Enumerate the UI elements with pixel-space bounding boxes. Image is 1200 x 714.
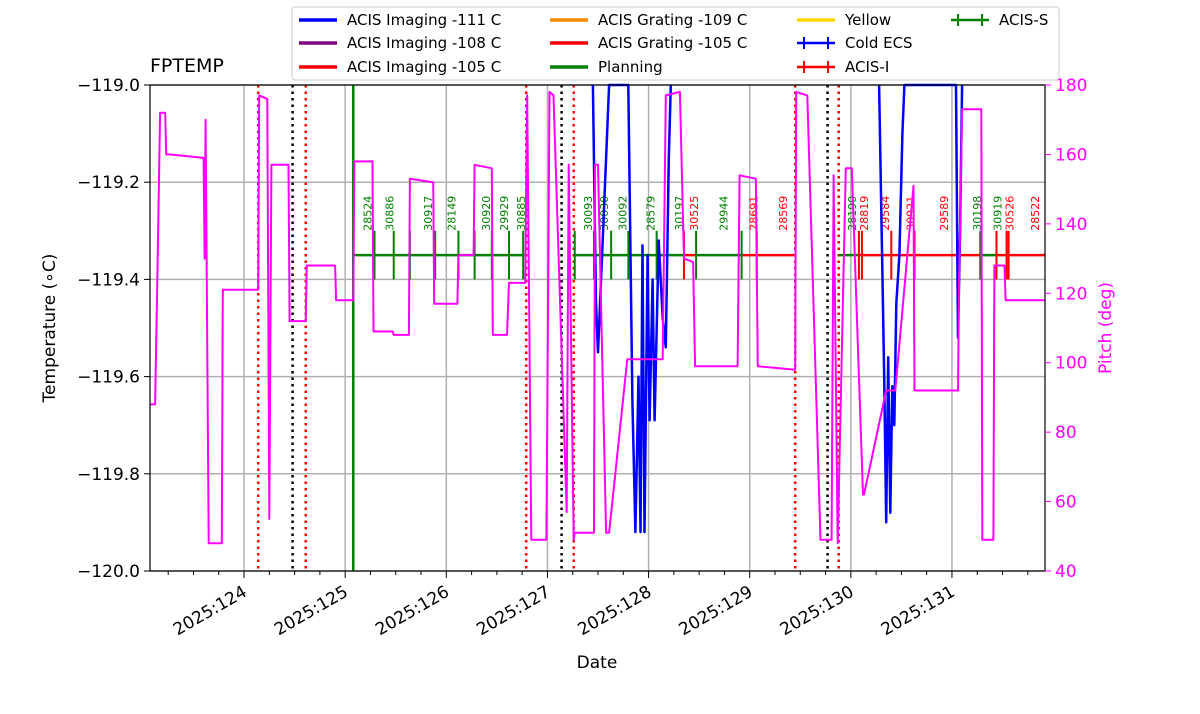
- y2-tick-label: 140: [1055, 215, 1087, 235]
- legend-label: ACIS Grating -105 C: [598, 34, 747, 52]
- obsid-label: 30093: [582, 196, 595, 231]
- temperature-line: [591, 83, 673, 534]
- obsid-label: 28691: [748, 196, 761, 231]
- x-axis-label: Date: [577, 653, 618, 673]
- y-tick-label: −119.2: [77, 173, 140, 193]
- y2-axis-label: Pitch (deg): [1096, 282, 1116, 374]
- pitch-series: [150, 90, 1045, 545]
- y-tick-label: −119.8: [77, 465, 140, 485]
- temperature-series: [591, 83, 964, 534]
- legend-label: ACIS Imaging -108 C: [347, 34, 501, 52]
- obsid-label: 30525: [688, 196, 701, 231]
- obsid-label: 28524: [361, 196, 374, 231]
- obsid-labels: 28524 30886 30917 28149 30920 29929 30885 30093…: [361, 196, 1041, 231]
- y-tick-label: −120.0: [77, 562, 140, 582]
- y2-tick-label: 40: [1055, 562, 1077, 582]
- legend-label: Yellow: [844, 11, 891, 29]
- obsid-label: 30886: [384, 196, 397, 231]
- legend-label: ACIS Imaging -111 C: [347, 11, 501, 29]
- y2-tick-label: 180: [1055, 76, 1087, 96]
- obsid-label: 30917: [422, 196, 435, 231]
- temperature-line: [877, 83, 964, 524]
- y-tick-label: −119.0: [77, 76, 140, 96]
- y2-tick-label: 120: [1055, 284, 1087, 304]
- obsid-label: 28522: [1029, 196, 1042, 231]
- obsid-label: 30092: [616, 196, 629, 231]
- obsid-label: 29944: [717, 196, 730, 231]
- obsid-label: 30526: [1004, 196, 1017, 231]
- plot-frame: [149, 84, 1046, 572]
- pitch-line: [150, 90, 1045, 545]
- legend-label: ACIS Grating -109 C: [598, 11, 747, 29]
- obsid-label: 29929: [498, 196, 511, 231]
- y2-tick-label: 160: [1055, 145, 1087, 165]
- legend-label: ACIS-I: [845, 58, 889, 76]
- legend-label: Cold ECS: [845, 34, 913, 52]
- obsid-label: 28569: [777, 196, 790, 231]
- legend-label: ACIS Imaging -105 C: [347, 58, 501, 76]
- obsid-label: 28819: [858, 196, 871, 231]
- legend-label: ACIS-S: [999, 11, 1048, 29]
- legend-label: Planning: [598, 58, 663, 76]
- y2-tick-label: 100: [1055, 354, 1087, 374]
- obsid-label: 28149: [445, 196, 458, 231]
- obsid-label: 30919: [991, 196, 1004, 231]
- legend-box: [291, 6, 1060, 81]
- obsid-label: 29589: [938, 196, 951, 231]
- obsid-label: 28579: [645, 196, 658, 231]
- y-tick-label: −119.6: [77, 368, 140, 388]
- legend: ACIS Imaging -111 C ACIS Imaging -108 C AC…: [291, 6, 1060, 81]
- obsid-label: 28190: [846, 196, 859, 231]
- y-axis-ticks: −120.0 −119.8 −119.6 −119.4 −119.2 −119.0: [77, 76, 150, 582]
- chart-title: FPTEMP: [150, 55, 224, 77]
- y2-tick-label: 80: [1055, 423, 1077, 443]
- y2-tick-label: 60: [1055, 493, 1077, 513]
- y-axis-label: Temperature (∘C): [40, 254, 60, 404]
- y-tick-label: −119.4: [77, 270, 140, 290]
- obsid-label: 30920: [480, 196, 493, 231]
- y2-axis-ticks: 40 60 80 100 120 140 160 180: [1045, 76, 1087, 582]
